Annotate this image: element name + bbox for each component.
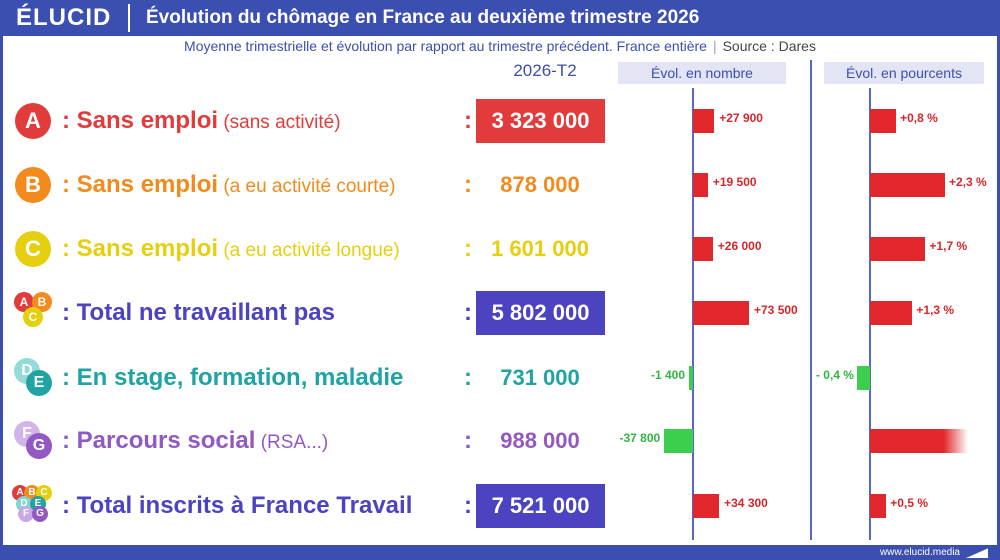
- row-value: 1 601 000: [491, 236, 589, 261]
- pourcents-bar-label: - 0,4 %: [815, 368, 854, 382]
- chart-subtitle: Moyenne trimestrielle et évolution par r…: [0, 38, 1000, 54]
- row-label: : Parcours social (RSA...): [62, 416, 328, 468]
- nombre-bar-label: +73 500: [754, 303, 798, 317]
- row-value: 878 000: [500, 172, 580, 197]
- nombre-bar: [693, 301, 749, 325]
- pourcents-bar: [856, 366, 870, 390]
- badge-g-icon: G: [26, 433, 52, 459]
- pourcents-bar: [870, 109, 897, 133]
- pourcents-bar-label: +0,8 %: [900, 111, 938, 125]
- nombre-bar-label: -37 800: [619, 431, 661, 445]
- row-value: 988 000: [500, 428, 580, 453]
- row-label-note: (RSA...): [255, 432, 329, 453]
- subtitle-text: Moyenne trimestrielle et évolution par r…: [184, 38, 707, 54]
- badge-b-icon: B: [15, 167, 51, 203]
- row-value: 731 000: [500, 365, 580, 390]
- evol-nombre-header: Évol. en nombre: [618, 62, 786, 84]
- row-value: 5 802 000: [476, 291, 605, 335]
- row-label: : Total inscrits à France Travail: [62, 481, 412, 531]
- row-colon: :: [464, 427, 472, 454]
- row-label: : Sans emploi (a eu activité longue): [62, 224, 400, 276]
- nombre-bar: [693, 494, 720, 518]
- nombre-bar-label: -1 400: [650, 368, 685, 382]
- row-label-note: (a eu activité longue): [218, 240, 400, 261]
- pourcents-bar: [870, 301, 913, 325]
- row-label-main: : Sans emploi: [62, 171, 219, 198]
- evol-pourcents-header: Évol. en pourcents: [824, 62, 984, 84]
- nombre-bar-label: +34 300: [724, 496, 768, 510]
- row-label-main: : En stage, formation, maladie: [62, 364, 404, 391]
- header-bar: ÉLUCID Évolution du chômage en France au…: [0, 0, 1000, 36]
- row-label-note: (sans activité): [218, 112, 341, 133]
- badge-c-icon: C: [15, 231, 51, 267]
- nombre-bar: [693, 109, 715, 133]
- source-text: Source : Dares: [722, 38, 816, 54]
- row-a: A : Sans emploi (sans activité):3 323 000…: [0, 96, 1000, 146]
- row-colon: :: [464, 235, 472, 262]
- chart-title: Évolution du chômage en France au deuxiè…: [146, 7, 700, 28]
- row-colon: :: [464, 299, 472, 326]
- badge-e-icon: E: [26, 370, 52, 396]
- row-c: C : Sans emploi (a eu activité longue):1 …: [0, 224, 1000, 274]
- elucid-mark-icon: [966, 548, 988, 558]
- row-colon: :: [464, 492, 472, 519]
- subtitle-separator: |: [712, 38, 717, 54]
- nombre-bar: [693, 237, 713, 261]
- row-label-main: : Sans emploi: [62, 235, 219, 262]
- nombre-bar: [693, 173, 708, 197]
- row-label-main: : Sans emploi: [62, 107, 219, 134]
- logo-divider: [128, 4, 130, 32]
- nombre-bar-label: +26 000: [717, 239, 762, 253]
- footer-url: www.elucid.media: [879, 547, 960, 558]
- row-label: : Sans emploi (sans activité): [62, 96, 341, 148]
- period-header: 2026-T2: [513, 61, 577, 80]
- pourcents-bar-label: +2,3 %: [949, 175, 987, 189]
- row-b: B : Sans emploi (a eu activité courte): 87…: [0, 160, 1000, 210]
- row-colon: :: [464, 171, 472, 198]
- footer-bar: [0, 545, 1000, 560]
- row-label-main: : Parcours social: [62, 427, 256, 454]
- pourcents-bar-label: +1,3 %: [916, 303, 955, 317]
- badge-a-icon: A: [15, 103, 51, 139]
- pourcents-bar-label: +1,7 %: [929, 239, 968, 253]
- row-value: 7 521 000: [476, 484, 605, 528]
- column-divider: [810, 60, 812, 540]
- row-label: : En stage, formation, maladie: [62, 353, 403, 403]
- nombre-bar: [664, 429, 693, 453]
- row-value: 3 323 000: [476, 99, 605, 143]
- row-label: : Sans emploi (a eu activité courte): [62, 160, 395, 212]
- badge-g-icon: G: [32, 506, 48, 522]
- elucid-logo: ÉLUCID: [16, 4, 112, 31]
- pourcents-bar: [870, 429, 968, 453]
- nombre-bar-label: +27 900: [719, 111, 763, 125]
- row-label-note: (a eu activité courte): [218, 176, 396, 197]
- row-colon: :: [464, 364, 472, 391]
- row-label: : Total ne travaillant pas: [62, 288, 335, 338]
- pourcents-bar: [870, 173, 945, 197]
- nombre-bar-label: +19 500: [712, 175, 757, 189]
- row-label-main: : Total ne travaillant pas: [62, 299, 335, 326]
- badge-c-icon: C: [23, 307, 43, 327]
- row-colon: :: [464, 107, 472, 134]
- pourcents-bar-label: +0,5 %: [890, 496, 928, 510]
- badge-f-icon: F: [18, 506, 34, 522]
- nombre-bar: [689, 366, 693, 390]
- pourcents-bar: [870, 494, 887, 518]
- pourcents-bar: [870, 237, 926, 261]
- row-label-main: : Total inscrits à France Travail: [62, 492, 413, 519]
